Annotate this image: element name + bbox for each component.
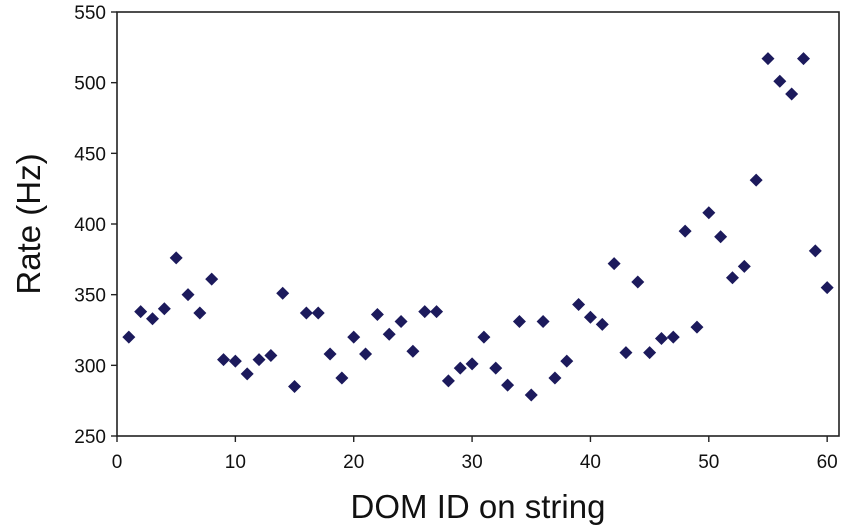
data-point bbox=[678, 224, 692, 238]
data-point bbox=[583, 310, 597, 324]
x-tick-label: 40 bbox=[580, 452, 601, 473]
data-point bbox=[299, 306, 313, 320]
data-point bbox=[725, 271, 739, 285]
data-point bbox=[276, 286, 290, 300]
data-point bbox=[702, 206, 716, 220]
y-tick-label: 500 bbox=[74, 74, 106, 95]
data-point bbox=[666, 330, 680, 344]
data-point bbox=[169, 251, 183, 265]
y-tick-label: 250 bbox=[74, 427, 106, 448]
y-axis-title: Rate (Hz) bbox=[10, 153, 47, 294]
data-point bbox=[311, 306, 325, 320]
data-point bbox=[524, 388, 538, 402]
data-point bbox=[536, 315, 550, 329]
data-point bbox=[240, 367, 254, 381]
data-point bbox=[430, 305, 444, 319]
x-tick-label: 20 bbox=[343, 452, 364, 473]
data-point bbox=[335, 371, 349, 385]
data-point bbox=[714, 230, 728, 244]
y-tick-label: 300 bbox=[74, 356, 106, 377]
data-point bbox=[820, 281, 834, 295]
data-point bbox=[134, 305, 148, 319]
data-point bbox=[347, 330, 361, 344]
data-point bbox=[288, 380, 302, 394]
data-point bbox=[643, 346, 657, 360]
x-tick-label: 60 bbox=[817, 452, 838, 473]
data-point bbox=[406, 344, 420, 358]
data-point bbox=[205, 272, 219, 286]
data-point bbox=[228, 354, 242, 368]
data-point bbox=[773, 74, 787, 88]
data-point bbox=[418, 305, 432, 319]
data-point bbox=[595, 317, 609, 331]
data-point bbox=[607, 257, 621, 271]
data-point bbox=[631, 275, 645, 289]
y-tick-label: 400 bbox=[74, 215, 106, 236]
data-point bbox=[749, 173, 763, 187]
data-point bbox=[796, 52, 810, 66]
y-tick-label: 450 bbox=[74, 144, 106, 165]
data-point bbox=[501, 378, 515, 392]
y-axis: 250 300 350 400 450 500 550 bbox=[74, 3, 117, 448]
data-point bbox=[359, 347, 373, 361]
x-tick-label: 0 bbox=[112, 452, 123, 473]
data-point bbox=[808, 244, 822, 258]
x-axis: 0 10 20 30 40 50 60 bbox=[112, 436, 838, 473]
data-point bbox=[619, 346, 633, 360]
data-point bbox=[572, 298, 586, 312]
data-point bbox=[654, 331, 668, 345]
data-point bbox=[489, 361, 503, 375]
data-point bbox=[441, 374, 455, 388]
data-point bbox=[264, 348, 278, 362]
data-point bbox=[181, 288, 195, 302]
y-tick-label: 350 bbox=[74, 286, 106, 307]
data-point bbox=[146, 312, 160, 326]
x-tick-label: 50 bbox=[698, 452, 719, 473]
data-point bbox=[548, 371, 562, 385]
data-point bbox=[122, 330, 136, 344]
data-point bbox=[560, 354, 574, 368]
y-tick-label: 550 bbox=[74, 3, 106, 24]
data-point bbox=[465, 357, 479, 371]
x-tick-label: 30 bbox=[462, 452, 483, 473]
data-point bbox=[737, 259, 751, 273]
data-point bbox=[477, 330, 491, 344]
data-point bbox=[217, 353, 231, 367]
plot-area bbox=[116, 11, 840, 437]
data-point bbox=[453, 361, 467, 375]
x-tick-label: 10 bbox=[225, 452, 246, 473]
data-point bbox=[157, 302, 171, 316]
data-point bbox=[761, 52, 775, 66]
data-point bbox=[252, 353, 266, 367]
data-point bbox=[382, 327, 396, 341]
data-point bbox=[394, 315, 408, 329]
x-axis-title: DOM ID on string bbox=[351, 488, 606, 525]
data-points bbox=[122, 52, 834, 402]
data-point bbox=[690, 320, 704, 334]
data-point bbox=[785, 87, 799, 101]
data-point bbox=[193, 306, 207, 320]
data-point bbox=[512, 315, 526, 329]
data-point bbox=[370, 307, 384, 321]
data-point bbox=[323, 347, 337, 361]
